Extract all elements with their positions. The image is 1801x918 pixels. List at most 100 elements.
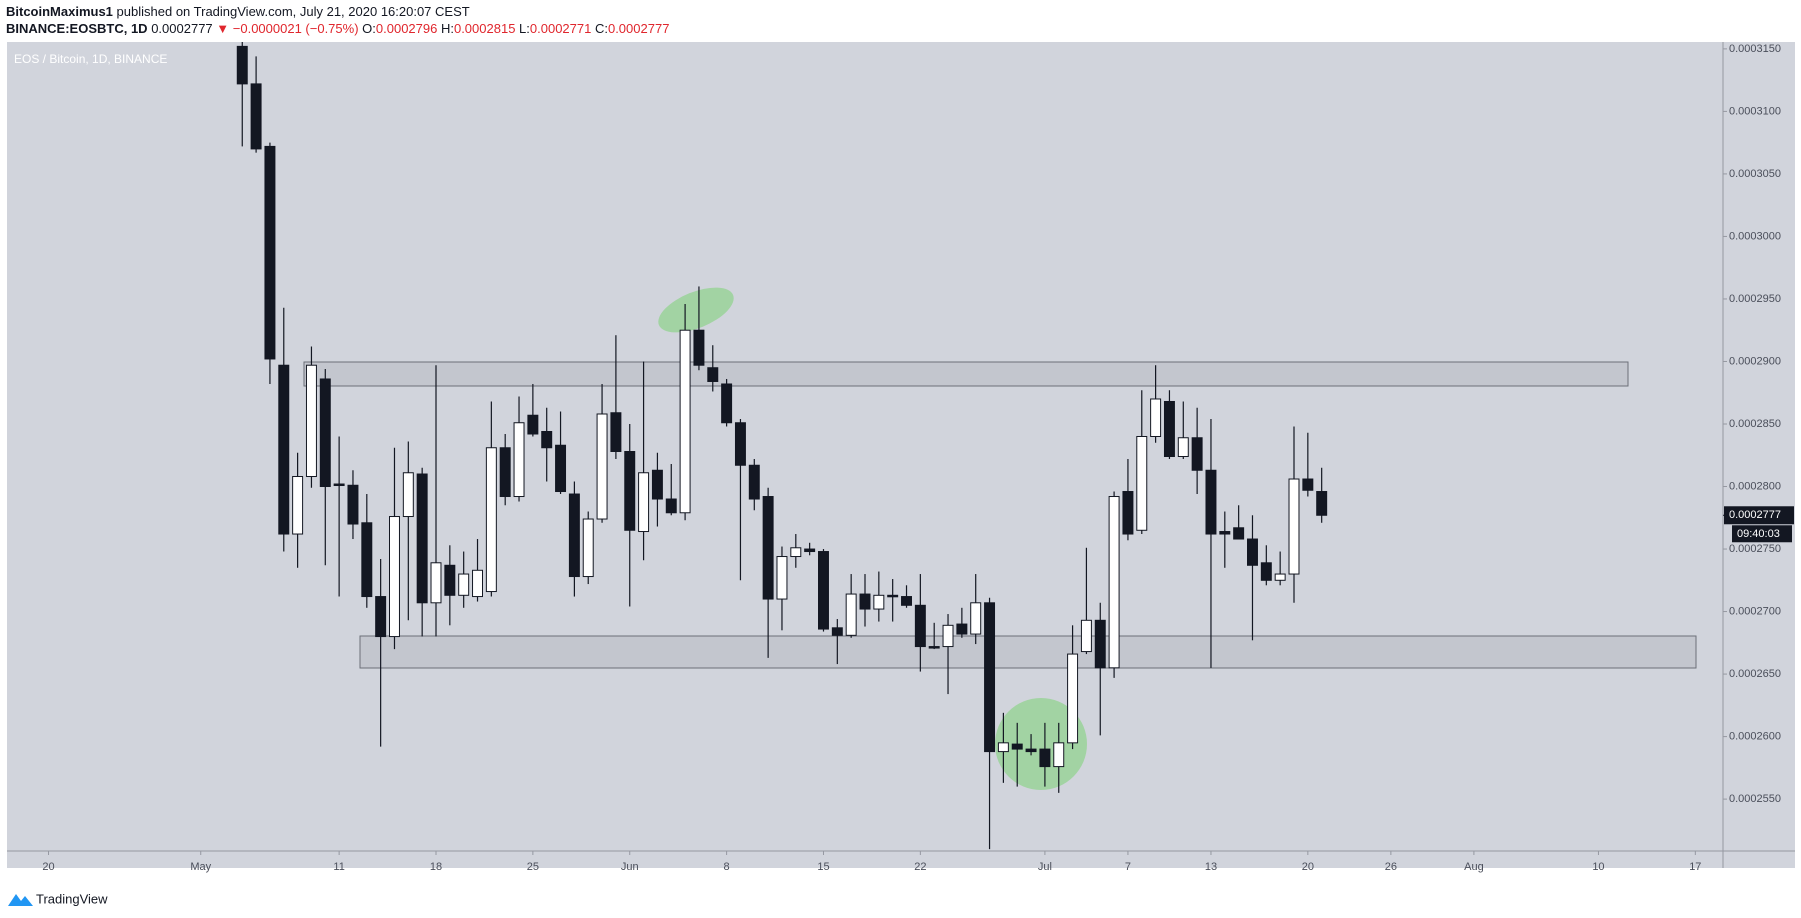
candle-body [596,413,608,520]
candle-body [472,569,483,598]
last: 0.0002777 [151,21,212,36]
candle-body [1039,748,1051,768]
o-value: 0.0002796 [376,21,437,36]
candle-body [928,646,940,649]
y-tick-label: 0.0003150 [1729,43,1781,55]
candle-body [513,422,525,498]
candle-body [942,624,954,648]
resistance-zone [303,361,1629,387]
x-tick-label: 13 [1205,861,1217,873]
candle-body [333,483,345,487]
last-price-box [1724,506,1794,525]
candle-body [1094,619,1106,669]
candle-body [541,430,553,449]
candle-body [485,447,497,593]
x-tick-label: 8 [724,861,730,873]
published: published on TradingView.com, July 21, 2… [117,4,470,19]
change: ▼ −0.0000021 (−0.75%) [216,21,358,36]
candle-body [1122,491,1134,535]
candle-body [790,547,802,558]
y-tick-label: 0.0002850 [1729,418,1781,430]
candle-body [638,472,650,533]
candle-body [1191,437,1203,471]
c-label: C: [595,21,608,36]
symbol: BINANCE:EOSBTC, 1D [6,21,148,36]
candle-body [984,602,996,753]
candle-body [1136,435,1148,531]
candle-body [278,364,290,535]
header-line-2: BINANCE:EOSBTC, 1D 0.0002777 ▼ −0.000002… [6,21,669,36]
chart-title: EOS / Bitcoin, 1D, BINANCE [14,52,167,66]
candle-body [804,548,816,553]
candle-body [1067,653,1079,744]
x-tick-label: 20 [42,861,54,873]
x-tick-label: 10 [1592,861,1604,873]
y-tick-label: 0.0003100 [1729,105,1781,117]
logo-icon [8,894,33,906]
candle-body [305,364,317,478]
candle-body [734,422,746,466]
l-label: L: [519,21,530,36]
brand: TradingView [8,891,108,906]
candle-body [264,145,276,360]
last-price-label: 0.0002777 [1729,509,1781,521]
candle-body [859,593,871,610]
candle-body [970,602,982,635]
y-tick-label: 0.0002950 [1729,293,1781,305]
countdown-label: 09:40:03 [1737,528,1780,540]
candle-body [831,627,843,636]
candle-body [1108,496,1120,669]
candle-body [568,493,580,578]
candle-body [361,522,373,598]
candle-body [1316,491,1328,516]
y-tick-label: 0.0002550 [1729,793,1781,805]
candle-body [458,573,470,596]
x-tick-label: 15 [817,861,829,873]
x-tick-label: Jun [621,861,639,873]
candle-body [1025,748,1037,753]
h-value: 0.0002815 [454,21,515,36]
candle-body [1163,400,1175,458]
x-tick-label: 7 [1125,861,1131,873]
candle-body [748,464,760,500]
candle-body [1247,538,1258,566]
c-value: 0.0002777 [608,21,669,36]
candle-body [430,562,442,604]
x-tick-label: Jul [1038,861,1052,873]
candle-body [651,469,663,500]
candle-body [845,593,857,636]
x-tick-label: 22 [914,861,926,873]
candle-body [901,596,912,606]
candle-body [1288,478,1300,575]
x-tick-label: May [190,861,211,873]
candle-body [444,564,456,596]
y-tick-label: 0.0002900 [1729,355,1781,367]
o-label: O: [362,21,376,36]
y-tick-label: 0.0003050 [1729,168,1781,180]
x-tick-label: 20 [1302,861,1314,873]
candle-body [292,476,304,535]
candle-body [347,484,359,525]
header-line-1: BitcoinMaximus1 published on TradingView… [6,4,470,19]
candle-body [707,367,719,382]
y-tick-label: 0.0002700 [1729,605,1781,617]
countdown-box [1732,525,1792,543]
candle-body [319,378,331,488]
candle-body [402,472,414,518]
l-value: 0.0002771 [530,21,591,36]
y-tick-label: 0.0002650 [1729,668,1781,680]
candle-body [679,329,691,514]
candle-body [236,45,248,85]
y-tick-label: 0.0002800 [1729,480,1781,492]
candle-body [499,447,511,498]
candle-body [997,742,1009,753]
candle-body [1219,531,1231,535]
candle-body [776,556,788,600]
candle-body [416,473,428,604]
candle-body [873,594,885,610]
candle-body [887,594,899,598]
candle-body [721,383,733,424]
highlight-ellipse [658,287,734,333]
